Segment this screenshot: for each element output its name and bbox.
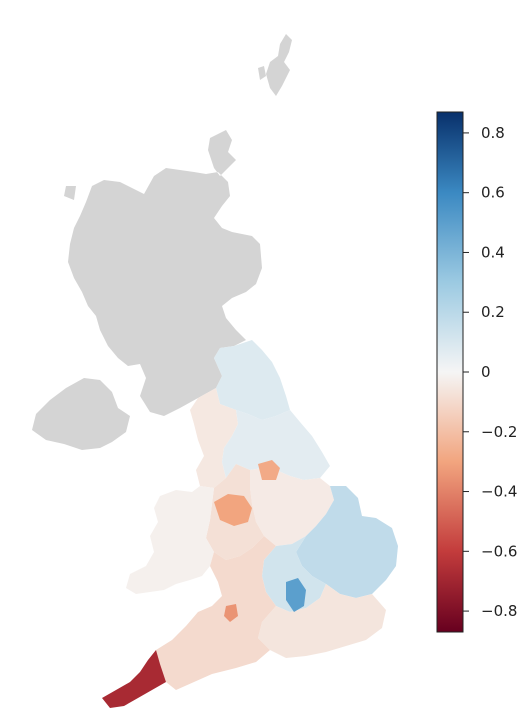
east-of-england — [296, 486, 398, 598]
london-area — [262, 536, 326, 612]
colorbar-tick-label: 0 — [481, 363, 491, 381]
colorbar-gradient — [436, 111, 464, 633]
north-east-england — [214, 340, 290, 420]
cornwall — [102, 650, 166, 708]
south-west-england — [156, 536, 276, 690]
colorbar-tick-label: 0.2 — [481, 303, 505, 321]
northern-ireland — [32, 378, 130, 450]
colorbar-tick-label: −0.6 — [481, 542, 517, 560]
bristol-area — [224, 604, 238, 622]
wales — [126, 486, 214, 594]
colorbar-tick-label: 0.4 — [481, 243, 505, 261]
east-midlands — [250, 468, 334, 546]
yorkshire — [222, 410, 330, 480]
colorbar-tick-label: −0.2 — [481, 423, 517, 441]
cheshire-area — [214, 494, 252, 526]
colorbar-tick-label: −0.4 — [481, 483, 517, 501]
south-yorkshire-area — [258, 460, 280, 480]
south-east-england — [258, 584, 386, 658]
colorbar-tick-label: −0.8 — [481, 602, 517, 620]
north-west-england — [190, 388, 238, 488]
central-hotspot — [286, 578, 306, 612]
colorbar-tick-label: 0.6 — [481, 184, 505, 202]
northern-isles — [258, 34, 292, 96]
colorbar-tick-label: 0.8 — [481, 124, 505, 142]
scotland — [64, 130, 262, 416]
colorbar: 0.8 0.6 0.4 0.2 0 −0.2 −0.4 −0.6 −0.8 — [436, 111, 517, 633]
